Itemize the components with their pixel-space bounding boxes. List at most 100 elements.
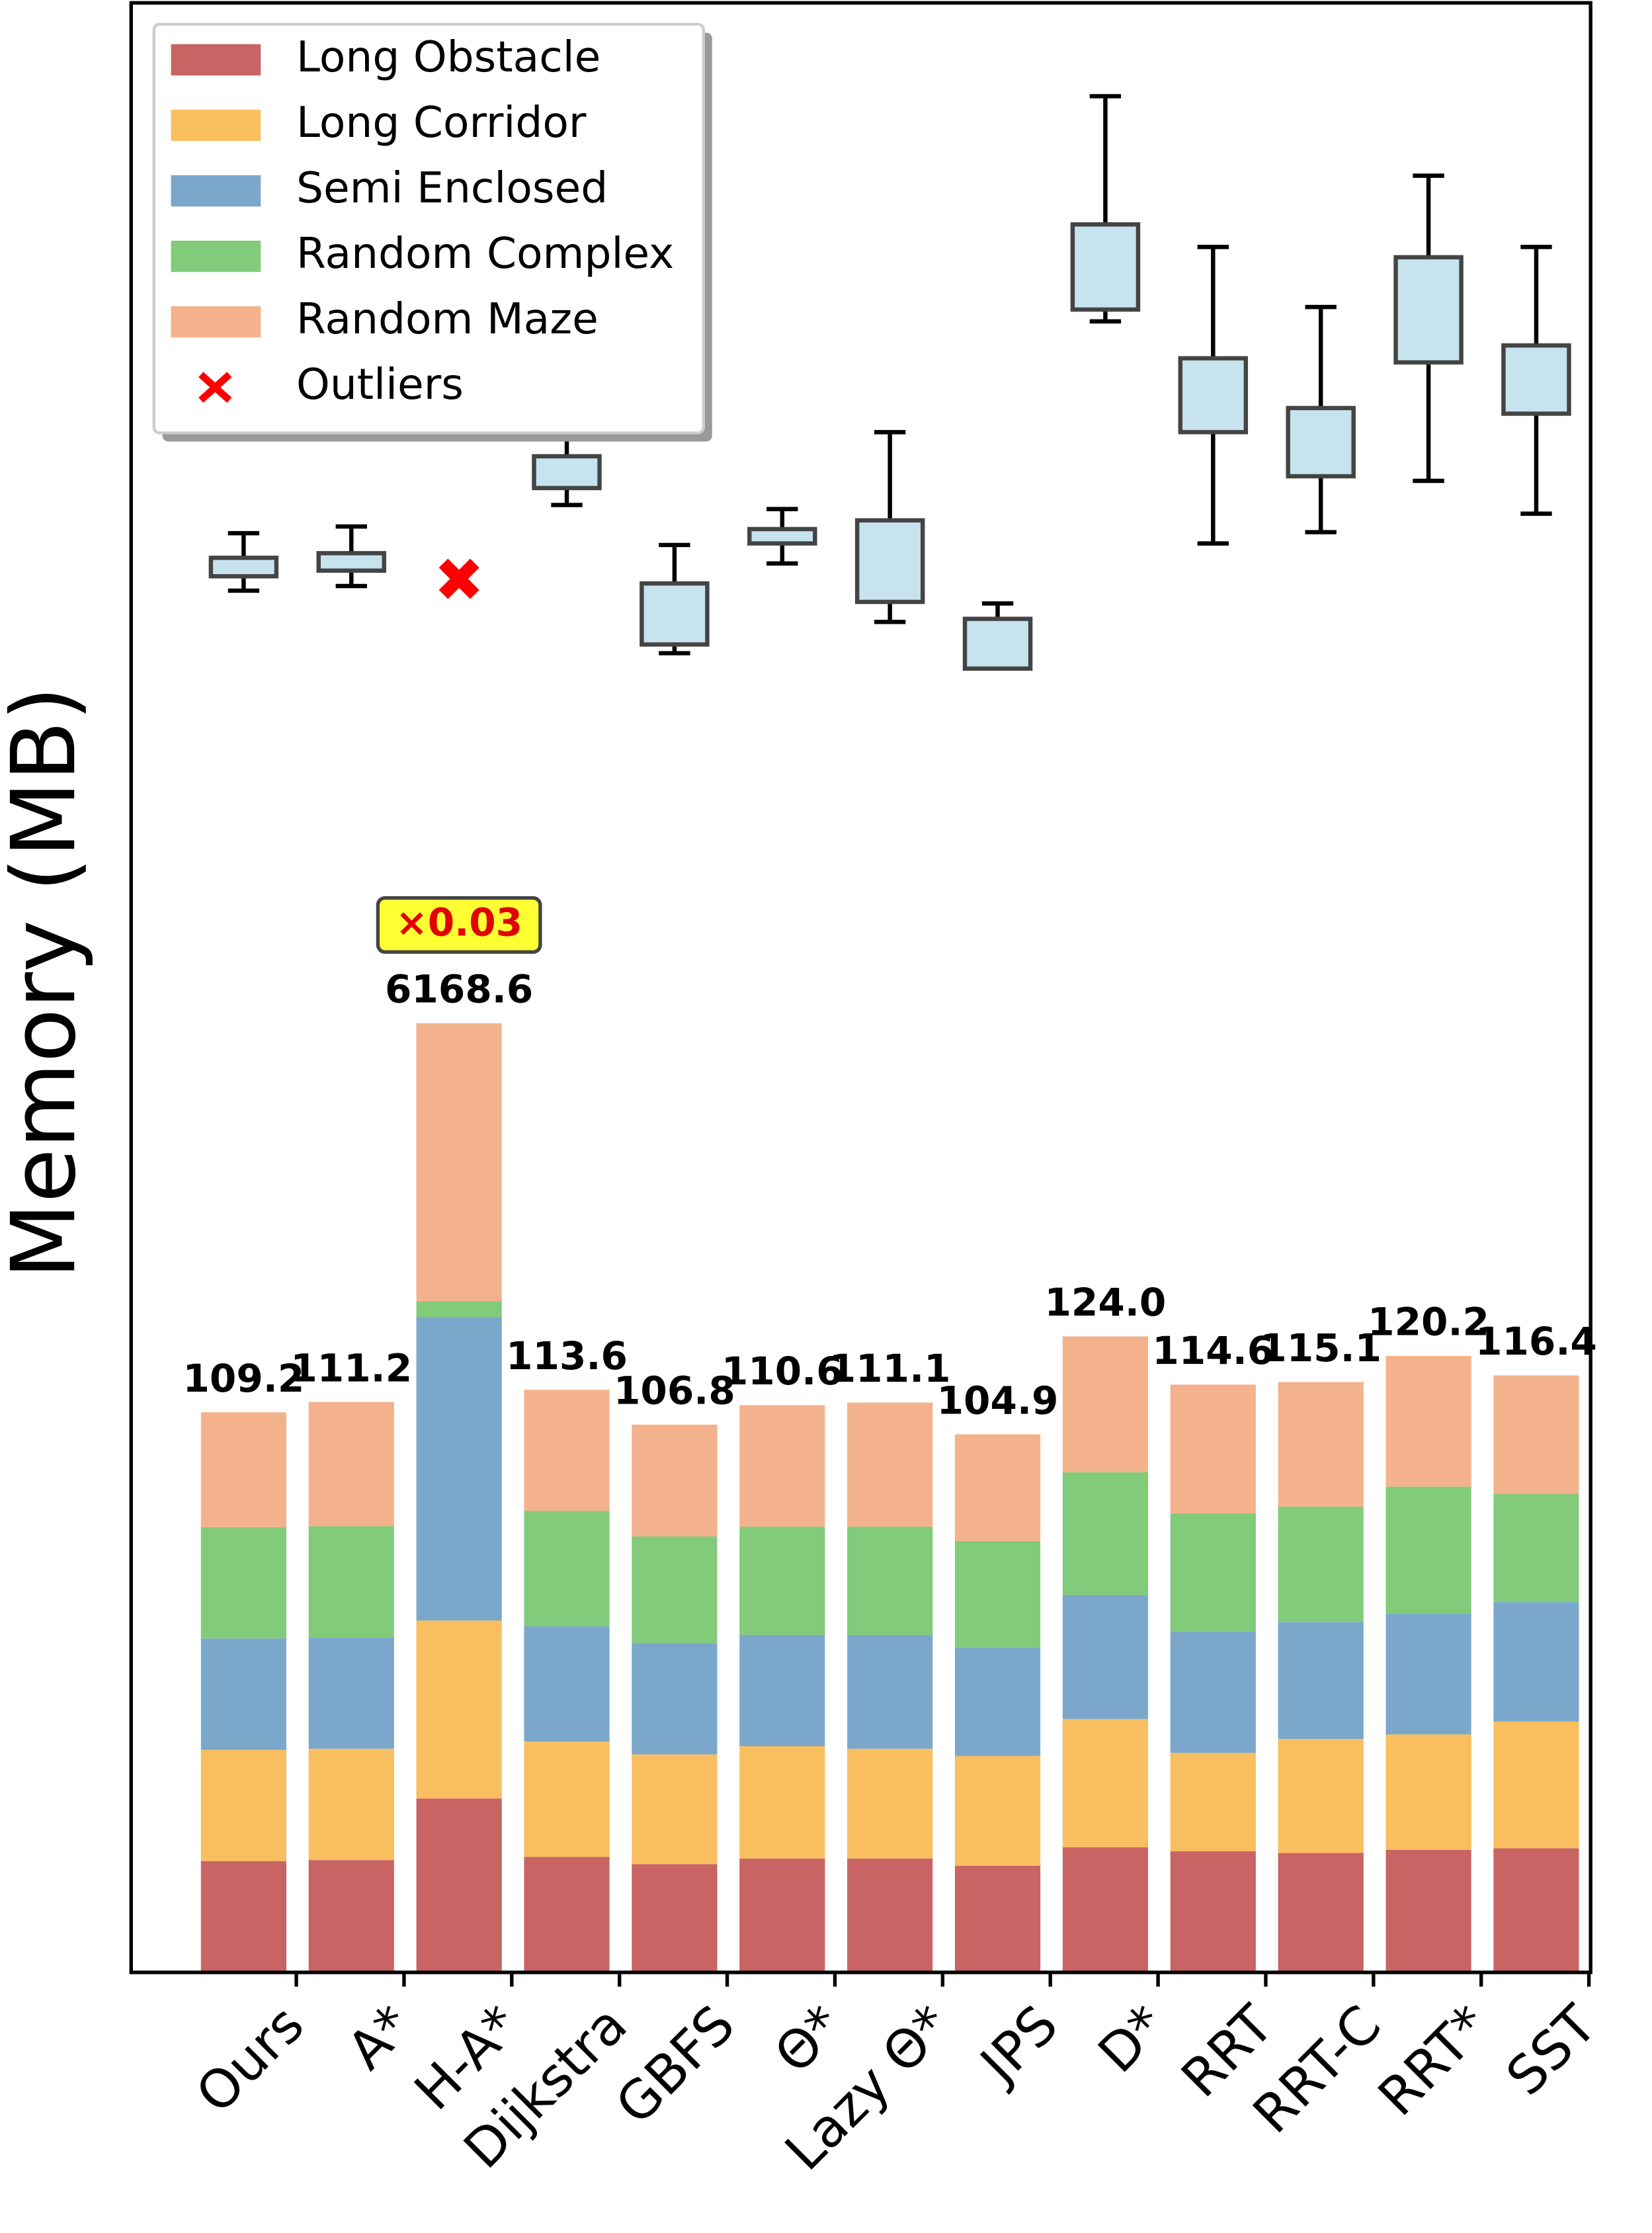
bar-segment bbox=[1385, 1486, 1471, 1614]
bar-segment bbox=[954, 1648, 1041, 1756]
scale-badge bbox=[376, 896, 542, 954]
total-label: 113.6 bbox=[506, 1333, 628, 1378]
total-label: 116.4 bbox=[1475, 1319, 1597, 1364]
bar-segment bbox=[524, 1511, 610, 1626]
box bbox=[640, 581, 710, 647]
box bbox=[962, 616, 1033, 671]
bar-segment bbox=[1493, 1494, 1579, 1603]
x-tick-label: A* bbox=[335, 1994, 423, 2081]
bar-segment bbox=[1170, 1851, 1256, 1972]
bar-segment bbox=[416, 1301, 502, 1318]
bar-segment bbox=[1385, 1734, 1471, 1850]
total-label: 111.2 bbox=[290, 1345, 412, 1390]
bar-segment bbox=[1385, 1849, 1471, 1972]
bar-segment bbox=[308, 1402, 394, 1527]
total-label: 106.8 bbox=[614, 1369, 735, 1413]
bar-segment bbox=[1170, 1513, 1256, 1632]
box bbox=[854, 518, 925, 605]
bar-segment bbox=[1062, 1336, 1149, 1472]
bar-segment bbox=[1062, 1847, 1149, 1972]
total-label: 124.0 bbox=[1045, 1280, 1167, 1325]
bar-segment bbox=[632, 1424, 718, 1537]
box bbox=[747, 527, 817, 546]
bar-segment bbox=[1170, 1632, 1256, 1753]
bar-segment bbox=[416, 1798, 502, 1972]
box bbox=[1286, 405, 1356, 479]
bar-segment bbox=[524, 1626, 610, 1742]
legend-swatch bbox=[171, 175, 261, 207]
box bbox=[1393, 255, 1464, 365]
total-label: 104.9 bbox=[937, 1378, 1059, 1423]
legend-label: Random Complex bbox=[296, 229, 674, 278]
bar-segment bbox=[200, 1638, 286, 1750]
box bbox=[208, 556, 279, 579]
legend-swatch bbox=[198, 372, 232, 403]
outlier bbox=[438, 558, 479, 599]
bar-segment bbox=[1493, 1602, 1579, 1722]
bar-segment bbox=[1385, 1613, 1471, 1735]
legend-swatch bbox=[171, 306, 261, 338]
x-tick-label: D* bbox=[1087, 1994, 1177, 2084]
bar-segment bbox=[739, 1527, 825, 1635]
bar-segment bbox=[1278, 1739, 1364, 1853]
bar-segment bbox=[1493, 1375, 1579, 1494]
bar-segment bbox=[1170, 1753, 1256, 1851]
bar-segment bbox=[739, 1858, 825, 1972]
x-tick-label: Ours bbox=[185, 1994, 315, 2125]
bar-segment bbox=[632, 1643, 718, 1755]
bar-segment bbox=[847, 1858, 933, 1972]
x-tick-label: SST bbox=[1495, 1994, 1608, 2107]
bar-segment bbox=[1493, 1721, 1579, 1849]
x-tick-label: RRT* bbox=[1366, 1994, 1501, 2128]
bar-segment bbox=[1062, 1595, 1149, 1719]
total-label: 6168.6 bbox=[385, 967, 533, 1012]
bar-segment bbox=[200, 1527, 286, 1639]
bar-segment bbox=[954, 1434, 1041, 1541]
legend-label: Long Corridor bbox=[296, 98, 587, 147]
bar-segment bbox=[200, 1861, 286, 1972]
total-label: 120.2 bbox=[1368, 1300, 1489, 1345]
bar-segment bbox=[308, 1748, 394, 1861]
bar-segment bbox=[847, 1527, 933, 1635]
bar-segment bbox=[954, 1540, 1041, 1648]
bar-segment bbox=[632, 1754, 718, 1865]
bar-segment bbox=[524, 1742, 610, 1857]
total-label: 109.2 bbox=[183, 1356, 304, 1401]
bar-segment bbox=[1062, 1472, 1149, 1595]
box bbox=[1070, 222, 1141, 312]
bar-segment bbox=[308, 1860, 394, 1972]
bar-segment bbox=[524, 1390, 610, 1511]
bar-segment bbox=[1278, 1382, 1364, 1507]
bar-segment bbox=[1062, 1718, 1149, 1847]
bar-segment bbox=[1278, 1853, 1364, 1972]
bar-segment bbox=[1278, 1506, 1364, 1622]
legend-label: Outliers bbox=[296, 360, 464, 409]
legend-swatch bbox=[171, 109, 261, 142]
legend: Long Obstacle Long Corridor Semi Enclosed R… bbox=[152, 22, 712, 442]
legend-label: Long Obstacle bbox=[296, 32, 600, 82]
x-tick-label: JPS bbox=[967, 1994, 1070, 2097]
bar-segment bbox=[954, 1865, 1041, 1972]
bar-segment bbox=[200, 1412, 286, 1527]
legend-swatch bbox=[171, 240, 261, 273]
legend-label: Random Maze bbox=[296, 294, 599, 344]
bar-segment bbox=[1385, 1355, 1471, 1487]
bar-segment bbox=[524, 1857, 610, 1972]
total-label: 115.1 bbox=[1260, 1326, 1382, 1370]
box bbox=[1178, 356, 1249, 435]
plot-frame bbox=[129, 1, 1592, 1974]
bar-segment bbox=[847, 1634, 933, 1749]
box bbox=[316, 551, 387, 573]
box bbox=[1501, 343, 1571, 416]
bar-segment bbox=[1493, 1848, 1579, 1972]
bar-segment bbox=[308, 1526, 394, 1638]
bar-segment bbox=[847, 1402, 933, 1527]
legend-box bbox=[152, 22, 705, 435]
bar-segment bbox=[416, 1317, 502, 1621]
bar-segment bbox=[739, 1746, 825, 1859]
box bbox=[532, 454, 602, 491]
total-label: 114.6 bbox=[1152, 1328, 1274, 1373]
bar-segment bbox=[739, 1634, 825, 1747]
bar-segment bbox=[847, 1748, 933, 1859]
